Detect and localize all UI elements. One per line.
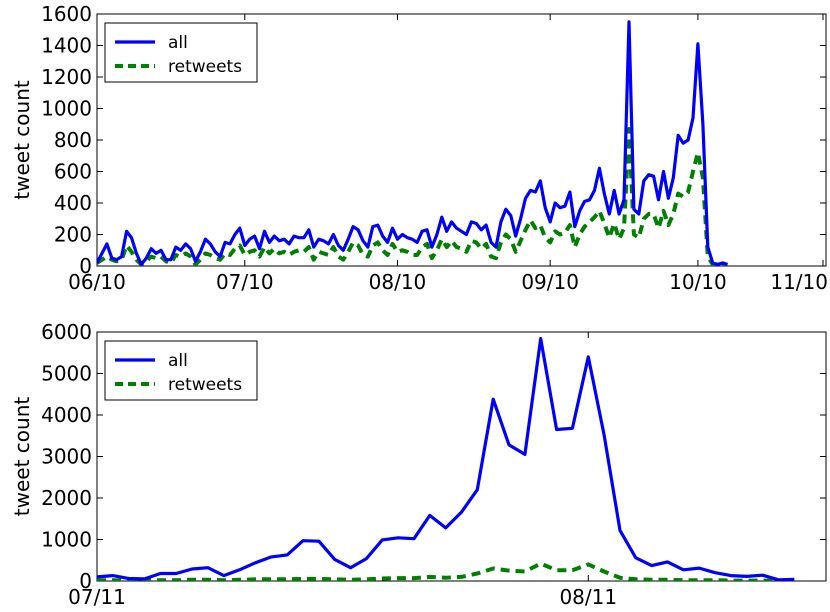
legend-label-all: all	[168, 351, 188, 371]
y-tick-label: 1200	[41, 65, 92, 89]
y-tick-label: 1600	[41, 2, 92, 26]
series-line-retweets	[97, 561, 795, 581]
y-tick-label: 400	[54, 191, 92, 215]
y-tick-label: 1400	[41, 34, 92, 58]
y-tick-label: 0	[79, 569, 92, 593]
y-tick-label: 600	[54, 160, 92, 184]
legend: all retweets	[104, 22, 258, 83]
legend-label-all: all	[168, 33, 188, 53]
legend-label-retweets: retweets	[168, 57, 242, 77]
x-tick-label: 07/11	[68, 585, 126, 609]
series-line-all	[97, 20, 728, 266]
x-tick-label: 08/10	[369, 270, 427, 294]
series-line-all	[97, 337, 795, 581]
x-tick-label: 09/10	[521, 270, 579, 294]
y-tick-label: 800	[54, 128, 92, 152]
legend: all retweets	[104, 340, 258, 401]
legend-label-retweets: retweets	[168, 375, 242, 395]
chart-1: 0 200 400 600 800 1000 1200 1400 1600 06/10 07/10 0…	[10, 2, 828, 294]
y-tick-label: 1000	[41, 528, 92, 552]
legend-box	[104, 340, 258, 401]
y-tick-label: 6000	[41, 320, 92, 344]
y-tick-label: 200	[54, 223, 92, 247]
y-axis-label: tweet count	[10, 80, 34, 200]
y-tick-label: 1000	[41, 97, 92, 121]
y-axis-label: tweet count	[10, 397, 34, 517]
chart-2: 0 1000 2000 3000 4000 5000 6000 07/11 08/11 tweet…	[10, 320, 827, 609]
legend-box	[104, 22, 258, 83]
x-tick-label: 10/10	[669, 270, 727, 294]
y-tick-label: 0	[79, 254, 92, 278]
y-tick-label: 5000	[41, 362, 92, 386]
y-tick-label: 4000	[41, 403, 92, 427]
y-tick-label: 3000	[41, 445, 92, 469]
x-tick-label: 08/11	[559, 585, 617, 609]
x-tick-label: 06/10	[68, 270, 126, 294]
x-tick-label: 11/10	[770, 270, 828, 294]
y-tick-label: 2000	[41, 486, 92, 510]
series-line-retweets	[97, 127, 728, 266]
x-tick-label: 07/10	[216, 270, 274, 294]
